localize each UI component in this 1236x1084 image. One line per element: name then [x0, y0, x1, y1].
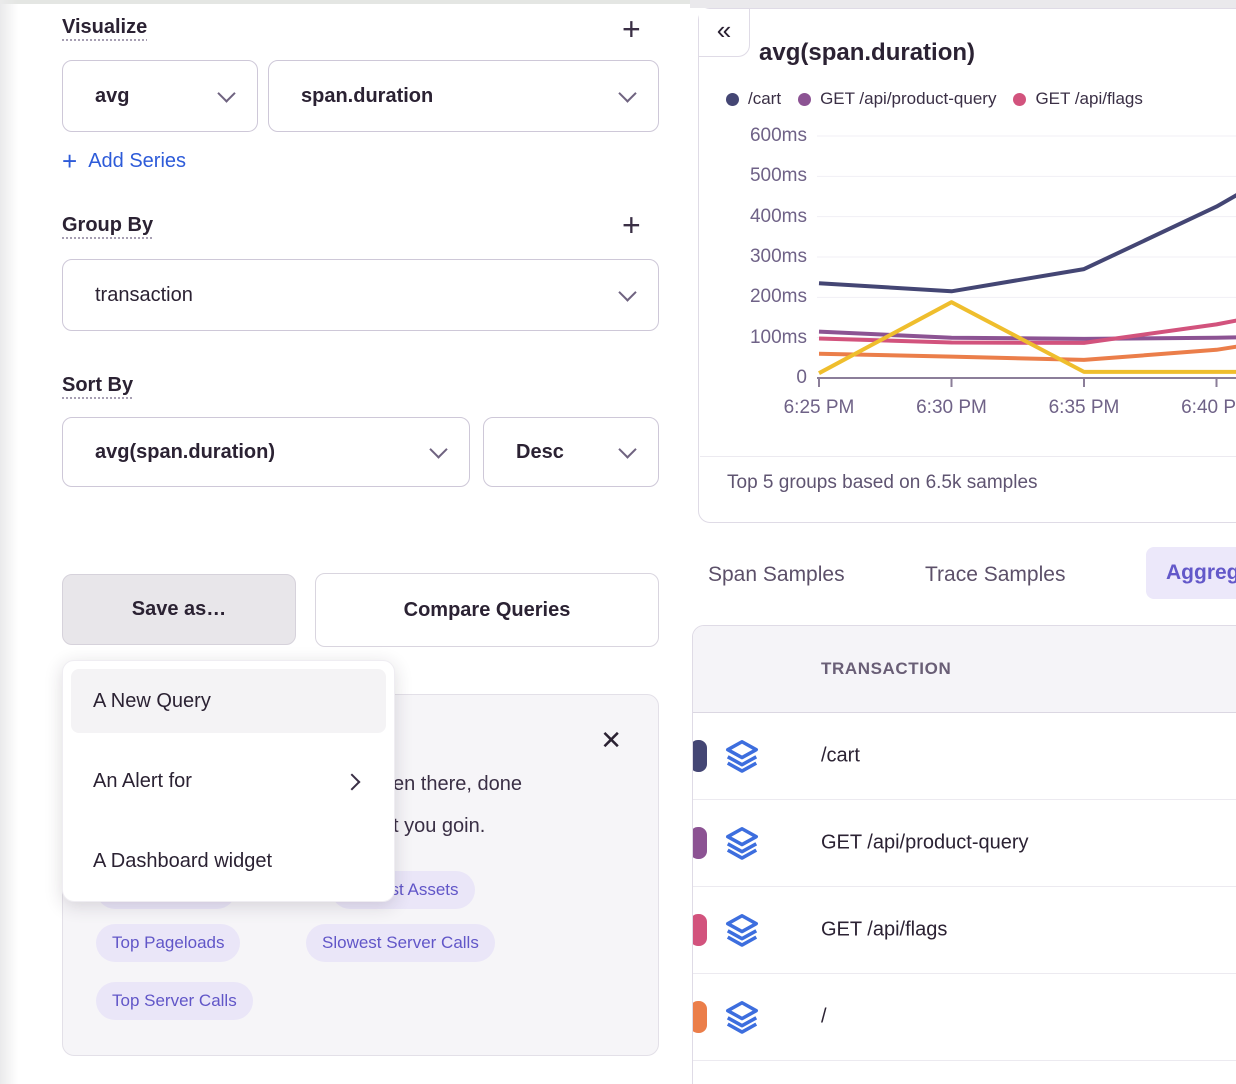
group-by-heading: Group By: [62, 214, 154, 236]
y-tick-label: 500ms: [749, 165, 807, 187]
legend-item[interactable]: /cart: [726, 89, 781, 109]
collapse-panel-button[interactable]: «: [699, 9, 750, 57]
add-series-label: Add Series: [88, 149, 187, 172]
legend-dot: [726, 92, 739, 106]
sort-direction-select[interactable]: Desc: [483, 417, 659, 487]
x-tick-label: 6:40 PM: [1181, 397, 1236, 418]
top-border-left: [0, 0, 690, 4]
y-tick-label: 100ms: [749, 326, 807, 348]
table-row[interactable]: /: [693, 974, 1236, 1061]
layers-icon: [723, 737, 761, 775]
sort-by-heading: Sort By: [62, 374, 134, 396]
y-tick-label: 200ms: [749, 286, 807, 308]
hint-text-line1: en there, done: [393, 773, 522, 795]
tab-aggregates-active[interactable]: Aggregates: [1146, 547, 1236, 599]
chevron-down-icon: [618, 439, 637, 459]
series-color-swatch: [693, 740, 707, 772]
series-color-swatch: [693, 1001, 707, 1033]
table-row[interactable]: /cart: [693, 713, 1236, 800]
transaction-name: GET /api/flags: [821, 918, 948, 941]
sort-direction-value: Desc: [516, 440, 564, 463]
menu-item-alert[interactable]: An Alert for: [71, 749, 386, 813]
table-row[interactable]: GET /api/flags: [693, 887, 1236, 974]
layers-icon: [723, 824, 761, 862]
chart-footer-text: Top 5 groups based on 6.5k samples: [727, 472, 1038, 493]
x-tick-label: 6:35 PM: [1048, 397, 1120, 418]
legend-label: GET /api/product-query: [820, 89, 997, 108]
aggregates-table: TRANSACTION /cart GET /api/product-query G…: [692, 625, 1236, 1084]
aggregate-value: avg: [95, 84, 130, 107]
chevron-down-icon: [618, 83, 637, 103]
x-tick-label: 6:25 PM: [783, 397, 855, 418]
tab-span-samples[interactable]: Span Samples: [708, 563, 845, 586]
x-tick-label: 6:30 PM: [916, 397, 987, 418]
table-body: /cart GET /api/product-query GET /api/flag…: [693, 713, 1236, 1084]
table-row[interactable]: [693, 1061, 1236, 1084]
visualize-heading: Visualize: [62, 16, 148, 38]
left-edge-shadow: [0, 0, 18, 1084]
close-icon[interactable]: ✕: [600, 725, 622, 755]
table-row[interactable]: GET /api/product-query: [693, 800, 1236, 887]
save-as-button[interactable]: Save as…: [62, 574, 296, 645]
transaction-name: /: [821, 1005, 827, 1028]
top-border-right: [690, 0, 1236, 8]
compare-queries-button[interactable]: Compare Queries: [315, 573, 659, 647]
collapse-icon: «: [716, 15, 732, 45]
legend-label: /cart: [748, 89, 782, 108]
menu-item-new-query[interactable]: A New Query: [71, 669, 386, 733]
line-chart: [817, 135, 1236, 387]
transaction-name: /cart: [821, 744, 860, 767]
chart-legend: /cart GET /api/product-query GET /api/flag…: [726, 89, 1143, 109]
group-by-value: transaction: [95, 283, 193, 306]
hint-text-line2: t you goin.: [393, 815, 486, 837]
layers-icon: [723, 911, 761, 949]
chart-title: avg(span.duration): [759, 39, 976, 66]
suggested-query-pill[interactable]: Top Server Calls: [96, 982, 253, 1020]
field-select[interactable]: span.duration: [268, 60, 659, 132]
chart-card: « avg(span.duration) /cart GET /api/produ…: [698, 8, 1236, 523]
chevron-down-icon: [618, 282, 637, 302]
legend-dot: [1013, 92, 1027, 106]
chevron-down-icon: [217, 83, 236, 103]
tab-trace-samples[interactable]: Trace Samples: [925, 563, 1066, 586]
legend-dot: [798, 92, 812, 106]
add-visualize-icon[interactable]: +: [622, 11, 641, 47]
series-color-swatch: [693, 827, 707, 859]
legend-item[interactable]: GET /api/product-query: [798, 89, 996, 109]
chevron-right-icon: [343, 773, 361, 791]
field-value: span.duration: [301, 84, 434, 107]
save-as-menu: A New Query An Alert for A Dashboard wid…: [62, 660, 395, 902]
sort-field-value: avg(span.duration): [95, 440, 276, 463]
menu-item-dashboard-widget[interactable]: A Dashboard widget: [93, 850, 273, 872]
chevron-down-icon: [429, 439, 448, 459]
aggregate-select[interactable]: avg: [62, 60, 258, 132]
transaction-column-header[interactable]: TRANSACTION: [693, 626, 1236, 713]
chart-footer-divider: [700, 456, 1236, 457]
legend-item[interactable]: GET /api/flags: [1013, 89, 1143, 109]
layers-icon: [723, 998, 761, 1036]
series-color-swatch: [693, 914, 707, 946]
y-tick-label: 600ms: [749, 125, 807, 146]
group-by-select[interactable]: transaction: [62, 259, 659, 331]
y-tick-label: 0: [796, 367, 807, 388]
sort-field-select[interactable]: avg(span.duration): [62, 417, 470, 487]
legend-label: GET /api/flags: [1035, 89, 1143, 108]
suggested-query-pill[interactable]: Top Pageloads: [96, 924, 241, 962]
suggested-query-pill[interactable]: Slowest Server Calls: [306, 924, 495, 962]
y-tick-label: 300ms: [749, 246, 807, 267]
add-group-by-icon[interactable]: +: [622, 207, 641, 243]
y-tick-label: 400ms: [749, 205, 807, 227]
plus-icon: +: [62, 146, 78, 176]
transaction-name: GET /api/product-query: [821, 831, 1029, 854]
add-series-link[interactable]: + Add Series: [62, 148, 186, 174]
